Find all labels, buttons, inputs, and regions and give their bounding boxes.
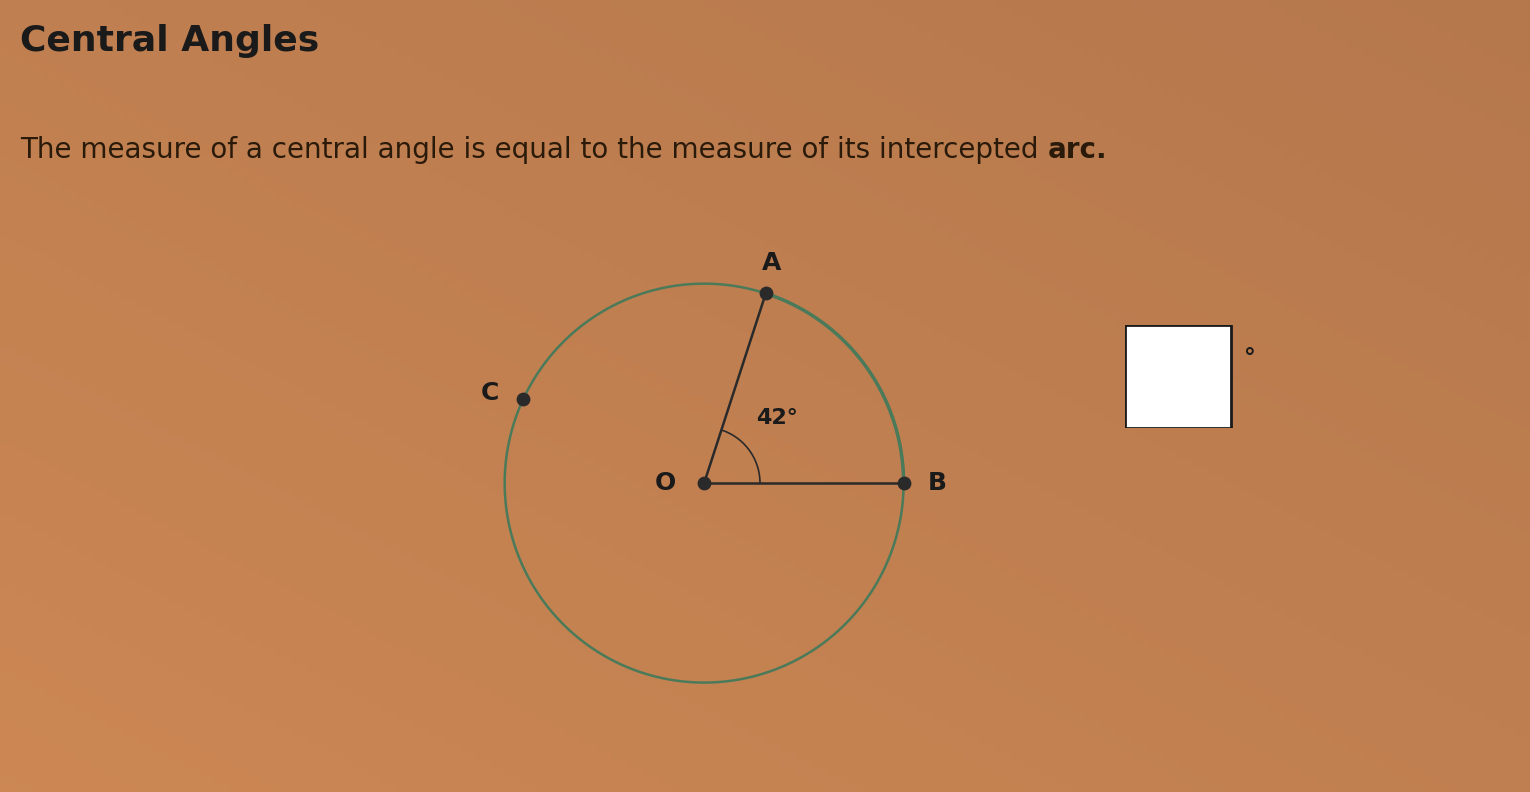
Point bbox=[892, 477, 916, 489]
Text: °: ° bbox=[1244, 348, 1256, 371]
Text: Central Angles: Central Angles bbox=[20, 24, 320, 58]
Text: 42°: 42° bbox=[756, 408, 797, 428]
Text: The measure of a central angle is equal to the measure of its intercepted: The measure of a central angle is equal … bbox=[20, 136, 1047, 165]
Text: C: C bbox=[480, 381, 499, 405]
Text: A: A bbox=[762, 252, 782, 276]
Text: arc.: arc. bbox=[1047, 136, 1106, 165]
Text: B: B bbox=[927, 471, 947, 495]
Point bbox=[511, 393, 536, 406]
Point bbox=[692, 477, 716, 489]
Text: O: O bbox=[655, 471, 676, 495]
Point bbox=[754, 287, 779, 299]
Bar bbox=[1125, 325, 1232, 428]
